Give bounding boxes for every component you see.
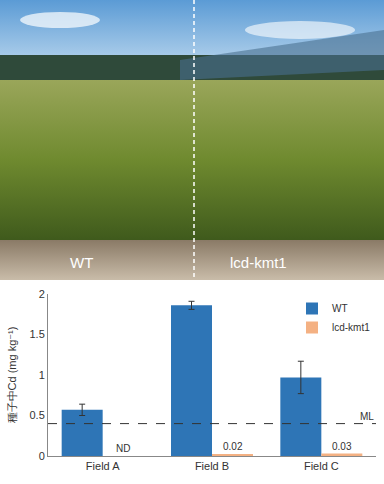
svg-text:1: 1 — [39, 369, 45, 381]
svg-text:2: 2 — [39, 288, 45, 300]
svg-text:ML: ML — [360, 411, 374, 422]
svg-text:Field B: Field B — [195, 460, 229, 472]
svg-text:0.03: 0.03 — [332, 441, 352, 452]
svg-text:WT: WT — [70, 254, 93, 271]
svg-text:lcd-kmt1: lcd-kmt1 — [230, 254, 287, 271]
svg-text:Field A: Field A — [86, 460, 120, 472]
svg-text:種子中Cd (mg kg⁻¹): 種子中Cd (mg kg⁻¹) — [6, 327, 18, 424]
svg-text:lcd-kmt1: lcd-kmt1 — [332, 322, 370, 333]
svg-text:1.5: 1.5 — [30, 328, 45, 340]
svg-text:ND: ND — [116, 443, 130, 454]
svg-text:0: 0 — [39, 450, 45, 462]
svg-text:0.02: 0.02 — [223, 441, 243, 452]
svg-text:WT: WT — [332, 303, 348, 314]
svg-text:Field C: Field C — [304, 460, 339, 472]
svg-text:0.5: 0.5 — [30, 409, 45, 421]
